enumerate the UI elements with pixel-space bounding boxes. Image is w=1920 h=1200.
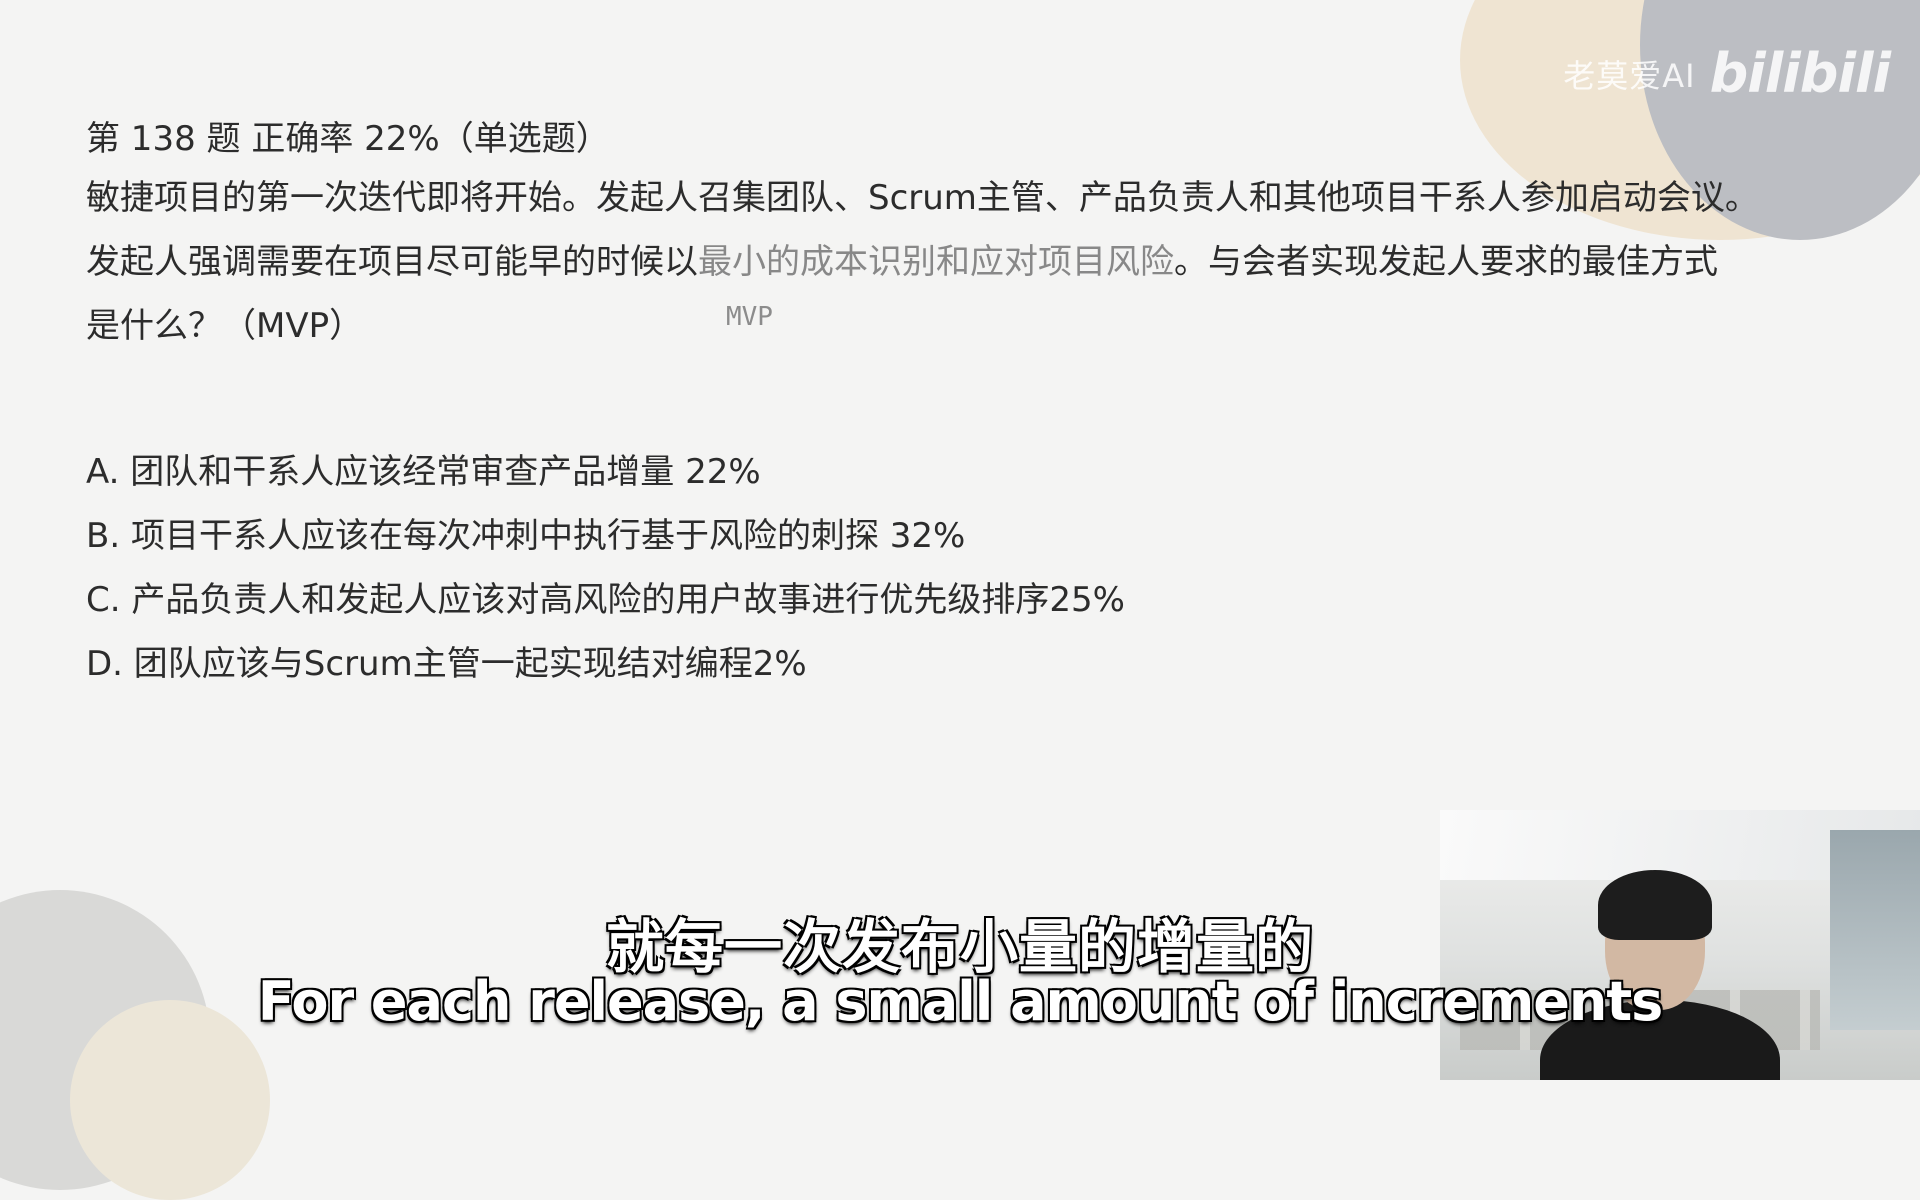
option-c[interactable]: C. 产品负责人和发起人应该对高风险的用户故事进行优先级排序25% [86, 580, 1125, 620]
watermark-username: 老莫爱AI [1563, 56, 1696, 95]
subtitle-chinese: 就每一次发布小量的增量的 [605, 913, 1314, 981]
answer-options: A. 团队和干系人应该经常审查产品增量 22% B. 项目干系人应该在每次冲刺中… [86, 440, 1125, 696]
bilibili-watermark: 老莫爱AI bilibili [1563, 42, 1891, 105]
question-line-1: 敏捷项目的第一次迭代即将开始。发起人召集团队、Scrum主管、产品负责人和其他项… [86, 178, 1759, 218]
webcam-window [1830, 830, 1920, 1030]
presenter-hair [1598, 870, 1712, 940]
bilibili-logo: bilibili [1709, 42, 1891, 105]
option-b[interactable]: B. 项目干系人应该在每次冲刺中执行基于风险的刺探 32% [86, 516, 966, 556]
subtitle-english: For each release, a small amount of incr… [257, 970, 1664, 1033]
mvp-annotation: MVP [726, 302, 773, 332]
question-header: 第 138 题 正确率 22%（单选题） [86, 119, 610, 159]
question-line-3: 是什么？（MVP） [86, 306, 364, 346]
question-line-2-start: 发起人强调需要在项目尽可能早的时候以 [86, 242, 698, 282]
question-block: 第 138 题 正确率 22%（单选题） 敏捷项目的第一次迭代即将开始。发起人召… [86, 118, 1846, 358]
question-line-2-end: 。与会者实现发起人要求的最佳方式 [1174, 242, 1718, 282]
question-text: 敏捷项目的第一次迭代即将开始。发起人召集团队、Scrum主管、产品负责人和其他项… [86, 166, 1846, 358]
question-highlight: 最小的成本识别和应对项目风险 [698, 242, 1174, 282]
option-a[interactable]: A. 团队和干系人应该经常审查产品增量 22% [86, 452, 761, 492]
option-d[interactable]: D. 团队应该与Scrum主管一起实现结对编程2% [86, 644, 807, 684]
question-line-2: 发起人强调需要在项目尽可能早的时候以最小的成本识别和应对项目风险。与会者实现发起… [86, 230, 1846, 294]
webcam-overlay [1440, 810, 1920, 1080]
